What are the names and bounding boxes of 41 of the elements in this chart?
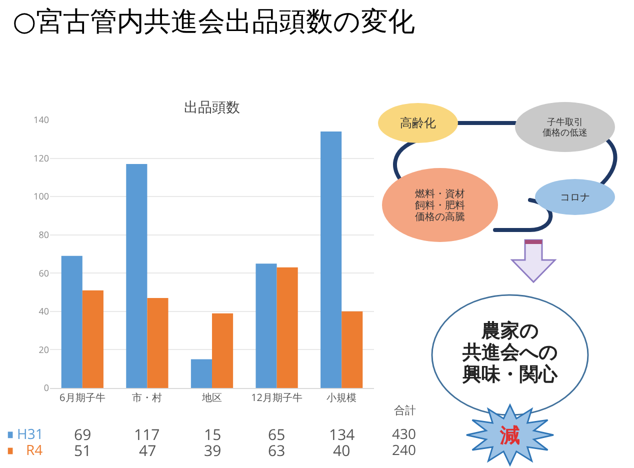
bar (276, 267, 298, 388)
x-tick-label: 12月期子牛 (251, 390, 303, 404)
y-tick-label: 0 (44, 381, 49, 394)
chart-title: ○宮古管内共進会出品頭数の変化 (12, 6, 416, 38)
y-tick-label: 100 (34, 190, 49, 203)
text: コロナ (560, 192, 590, 204)
y-tick-label: 20 (38, 342, 49, 356)
text: 240 (392, 441, 416, 460)
text: 価格の低迷 (542, 127, 588, 138)
text: 430 (392, 425, 416, 444)
x-tick-label: 小規模 (326, 390, 357, 404)
x-tick-label: 6月期子牛 (60, 390, 106, 404)
y-tick-label: 140 (34, 113, 49, 126)
bar (61, 256, 82, 388)
bar (82, 290, 104, 388)
y-tick-label: 60 (38, 266, 49, 280)
bar (126, 164, 148, 388)
chart-subtitle: 出品頭数 (184, 98, 240, 117)
text: 燃料・資材 (415, 188, 465, 200)
text: 子牛取引 (547, 116, 583, 128)
text: 飼料・肥料 (415, 200, 465, 212)
text: 高齢化 (400, 116, 436, 130)
text: 共進会への (462, 342, 558, 364)
y-tick-label: 40 (38, 304, 49, 318)
text: 興味・関心 (462, 364, 558, 386)
x-tick-label: 地区 (201, 390, 222, 404)
x-tick-label: 市・村 (132, 390, 162, 404)
y-tick-label: 120 (34, 151, 49, 164)
y-tick-label: 80 (38, 228, 49, 242)
bar (342, 311, 363, 388)
legend-label: H31 (17, 425, 44, 444)
bar (320, 131, 342, 388)
bar (190, 359, 212, 388)
text: 農家の (480, 320, 538, 342)
text: 合計 (394, 403, 416, 418)
bar (256, 264, 277, 388)
text: 減 (499, 423, 520, 447)
legend-label: R4 (26, 441, 43, 460)
text: 価格の高騰 (415, 211, 465, 223)
bar (212, 313, 234, 388)
bar (147, 298, 168, 388)
